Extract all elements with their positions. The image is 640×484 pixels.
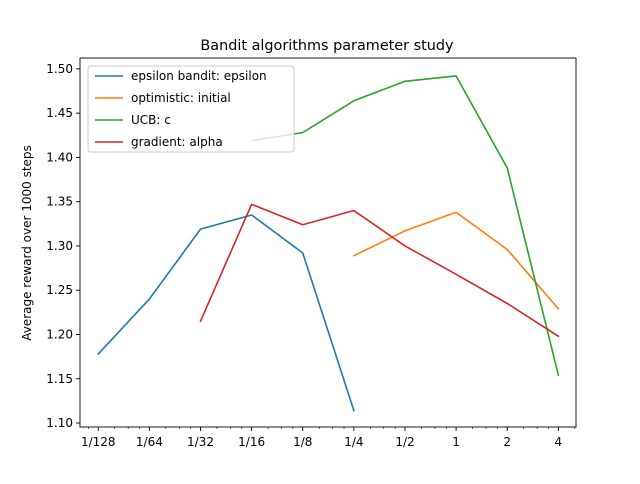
x-tick-label: 1/64: [136, 435, 163, 449]
y-tick-label: 1.35: [46, 195, 73, 209]
axes-layer: [79, 57, 577, 428]
plot-frame: [79, 57, 577, 428]
series-line-2: [352, 211, 560, 310]
series-line-4: [199, 203, 560, 338]
series-line-3: [250, 75, 560, 377]
x-tick-label: 4: [555, 435, 563, 449]
legend-box: [87, 65, 295, 153]
x-tick-label: 1/16: [238, 435, 265, 449]
legend-label: UCB: c: [131, 113, 171, 127]
x-tick-label: 1: [452, 435, 460, 449]
y-tick-label: 1.10: [46, 416, 73, 430]
legend-label: epsilon bandit: epsilon: [131, 69, 267, 83]
chart-title: Bandit algorithms parameter study: [200, 38, 454, 54]
y-axis-label: Average reward over 1000 steps: [20, 145, 34, 341]
y-tick-label: 1.20: [46, 327, 73, 341]
ticks-layer: 1/128 1/64 1/32 1/16 1/8 1/4 1/2 1 2 4 1.10 1.15 1.2…: [46, 62, 576, 449]
y-tick-label: 1.45: [46, 106, 73, 120]
series-line-1: [97, 214, 355, 412]
y-tick-label: 1.30: [46, 239, 73, 253]
x-tick-label: 1/8: [293, 435, 312, 449]
y-tick-label: 1.25: [46, 283, 73, 297]
y-tick-label: 1.15: [46, 372, 73, 386]
y-tick-label: 1.50: [46, 62, 73, 76]
x-tick-label: 2: [503, 435, 511, 449]
x-tick-label: 1/2: [395, 435, 414, 449]
x-tick-label: 1/128: [81, 435, 116, 449]
x-tick-label: 1/4: [344, 435, 363, 449]
legend: epsilon bandit: epsilon optimistic: initi…: [87, 65, 295, 153]
legend-label: gradient: alpha: [131, 135, 223, 149]
series-layer: [97, 75, 560, 412]
x-tick-label: 1/32: [187, 435, 214, 449]
legend-label: optimistic: initial: [131, 91, 231, 105]
y-tick-label: 1.40: [46, 150, 73, 164]
